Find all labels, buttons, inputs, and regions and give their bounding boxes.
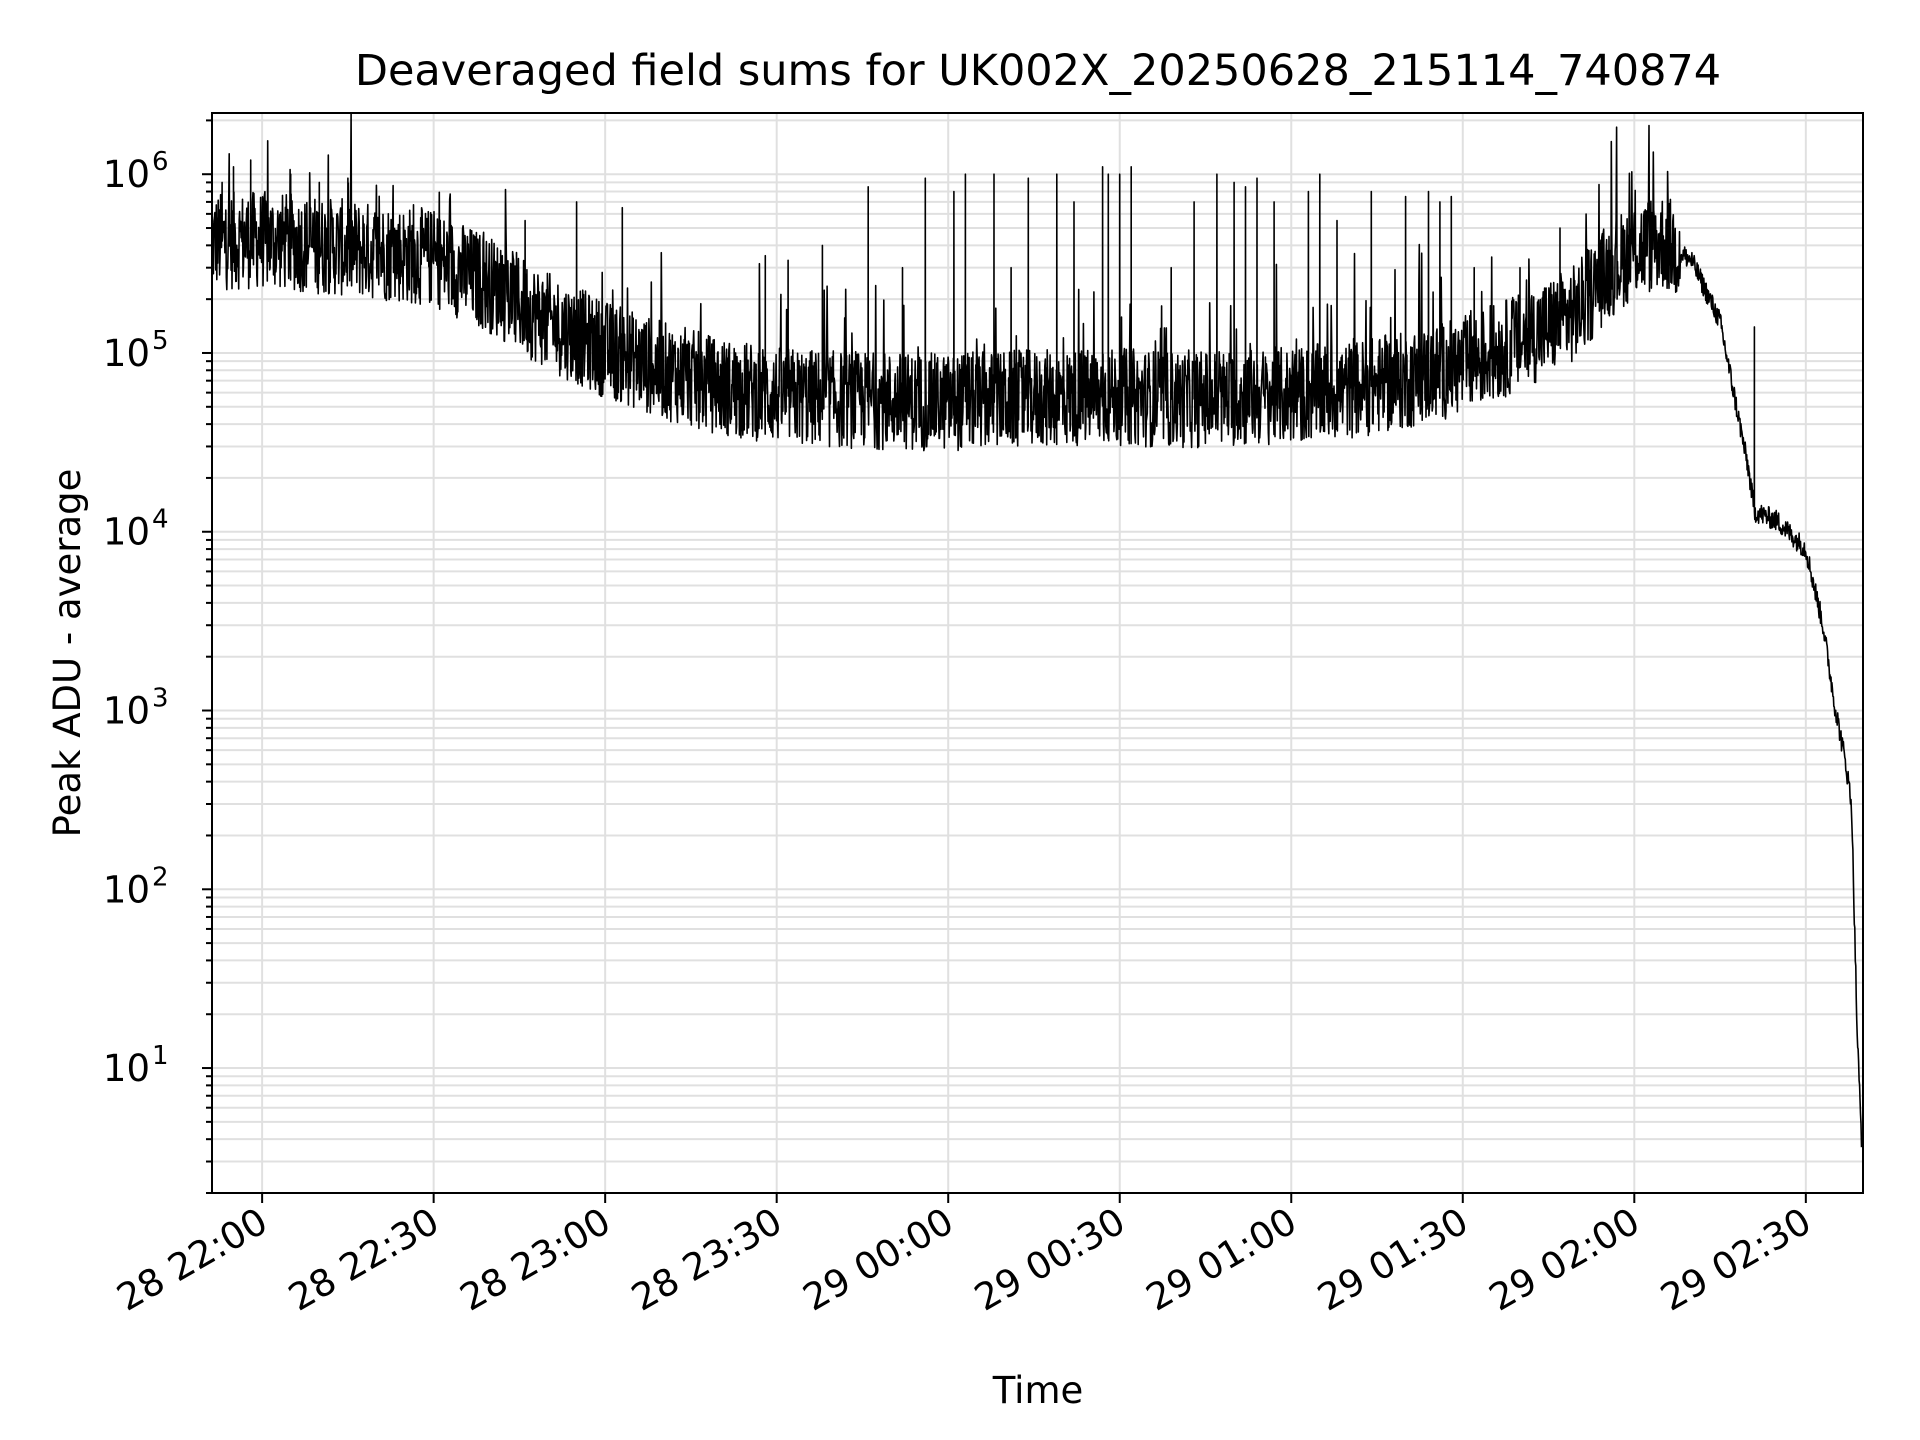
y-tick-exponent: 4	[152, 505, 169, 535]
plot-frame	[211, 112, 1864, 1194]
y-tick-base: 10	[103, 153, 150, 196]
y-tick-label: 10	[103, 868, 150, 911]
x-axis-label: Time	[992, 1369, 1084, 1412]
y-tick-exponent: 5	[152, 326, 169, 356]
y-tick-label: 10	[103, 153, 150, 196]
y-tick-label: 10	[103, 332, 150, 375]
y-tick-exponent: 6	[152, 147, 169, 177]
y-tick-label: 10	[103, 690, 150, 733]
data-layer	[211, 112, 1863, 1148]
y-axis-label: Peak ADU - average	[46, 469, 89, 838]
y-tick-exponent: 1	[152, 1041, 169, 1071]
series-line	[211, 112, 1863, 1148]
chart-title: Deaveraged field sums for UK002X_2025062…	[355, 46, 1721, 96]
y-tick-base: 10	[103, 690, 150, 733]
y-tick-label: 10	[103, 511, 150, 554]
y-tick-exponent: 3	[152, 684, 169, 714]
grid-layer	[212, 113, 1863, 1194]
y-tick-exponent: 2	[152, 862, 169, 892]
y-tick-base: 10	[103, 332, 150, 375]
y-tick-base: 10	[103, 511, 150, 554]
y-tick-base: 10	[103, 1047, 150, 1090]
y-tick-base: 10	[103, 868, 150, 911]
y-tick-label: 10	[103, 1047, 150, 1090]
